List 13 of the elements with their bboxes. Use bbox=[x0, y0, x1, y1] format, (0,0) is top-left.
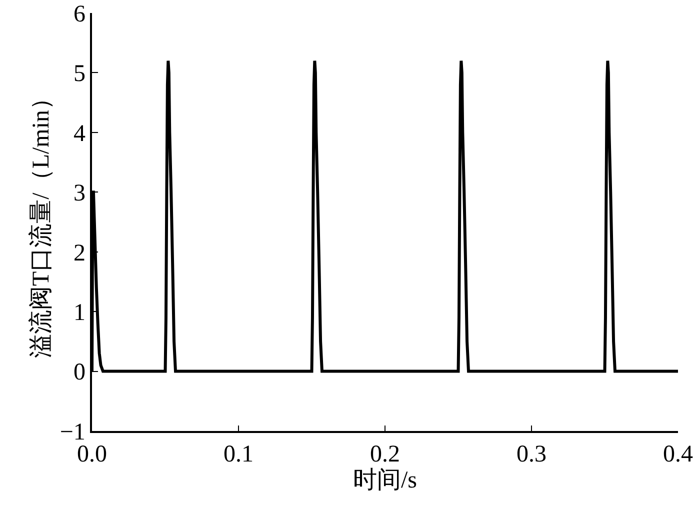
y-axis-title: 溢流阀T口流量/（L/min） bbox=[28, 86, 55, 358]
y-tick-label: 4 bbox=[73, 120, 86, 147]
x-tick-label: 0.4 bbox=[663, 442, 693, 468]
y-tick-label: 2 bbox=[73, 240, 86, 266]
y-tick-label: 0 bbox=[73, 360, 86, 386]
y-tick-label: 5 bbox=[73, 61, 86, 88]
x-tick-label: 0.1 bbox=[224, 442, 254, 468]
x-tick-label: 0.2 bbox=[370, 442, 400, 468]
y-tick-label: 6 bbox=[73, 1, 86, 28]
x-axis-title: 时间/s bbox=[352, 468, 418, 494]
x-tick-label: 0.3 bbox=[516, 442, 546, 468]
y-tick-label: 3 bbox=[73, 180, 86, 207]
y-tick-label: 1 bbox=[73, 300, 86, 326]
